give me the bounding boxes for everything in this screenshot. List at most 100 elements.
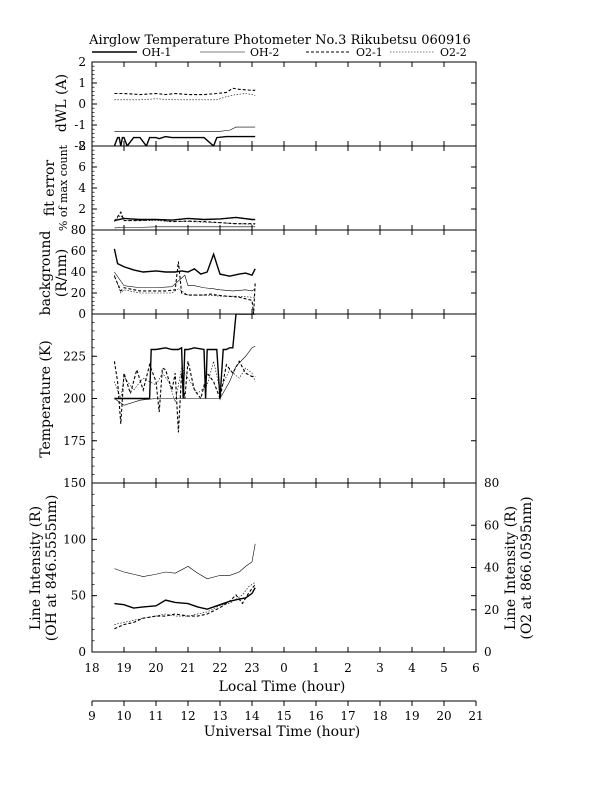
dwl-ytick-label: -1 [74, 118, 86, 132]
local-time-tick-label: 6 [472, 661, 480, 675]
temperature-series-o2-1 [113, 360, 256, 433]
fit_error-frame [91, 145, 477, 231]
background-ytick-label: 20 [71, 286, 86, 300]
ut-tick-label: 10 [116, 709, 131, 723]
dwl-ytick-label: 0 [78, 97, 86, 111]
intensity-series-o2-2 [114, 582, 256, 625]
dwl-panel: -2 -1 0 1 2 [74, 55, 477, 153]
background-series-oh-2 [114, 271, 256, 292]
local-time-tick-label: 23 [244, 661, 259, 675]
background-series-o2-1 [113, 261, 256, 314]
legend-label-o2-1: O2-1 [356, 46, 383, 59]
legend-label-oh-2: OH-2 [250, 46, 279, 59]
local-time-tick-label: 19 [116, 661, 131, 675]
ut-tick-label: 9 [88, 709, 96, 723]
intensity-panel: 0 50 100 150 0 20 40 60 80 [63, 476, 499, 659]
intensity-ytick-label: 100 [63, 532, 86, 546]
background-ytick-label: 60 [71, 244, 86, 258]
fit_error-series-o2-2 [114, 214, 256, 225]
background-ytick-label: 0 [78, 307, 86, 321]
intensity-left-ylabel-2: (OH at 846.5555nm) [44, 495, 60, 642]
local-time-tick-label: 0 [280, 661, 288, 675]
temperature-series-o2-2 [114, 361, 256, 402]
ut-tick-label: 16 [308, 709, 323, 723]
intensity-y2tick-label: 40 [484, 561, 499, 575]
local-time-tick-label: 20 [148, 661, 163, 675]
ut-tick-label: 13 [212, 709, 227, 723]
temperature-ytick-label: 175 [63, 434, 86, 448]
legend-label-oh-1: OH-1 [142, 46, 171, 59]
dwl-series-o2-2 [114, 93, 256, 101]
ut-tick-label: 12 [180, 709, 195, 723]
local-time-tick-label: 22 [212, 661, 227, 675]
local-time-tick-label: 21 [180, 661, 195, 675]
background-ylabel-1: background [38, 231, 54, 316]
ut-tick-label: 17 [340, 709, 355, 723]
ut-tick-label: 19 [404, 709, 419, 723]
local-time-tick-label: 3 [376, 661, 384, 675]
fit-error-ylabel-2: % of max count [57, 144, 70, 231]
ut-tick-label: 18 [372, 709, 387, 723]
dwl-series-oh-1 [113, 135, 256, 146]
background-ytick-label: 80 [71, 223, 86, 237]
temperature-ylabel: Temperature (K) [38, 340, 54, 458]
background-ylabel-2: (R/nm) [54, 249, 70, 297]
background-panel: 0 20 40 60 80 [71, 223, 477, 321]
axis-labels: dWL (A) fit error % of max count backgro… [28, 74, 535, 740]
legend: OH-1 OH-2 O2-1 O2-2 [92, 46, 467, 59]
dwl-series-oh-2 [114, 126, 256, 132]
temperature-series-oh-2 [114, 345, 256, 406]
intensity-y2tick-label: 0 [484, 645, 492, 659]
universal-time-label: Universal Time (hour) [204, 724, 361, 740]
plot-panels: -2-1012024680204060801752002250501001500… [63, 55, 499, 659]
background-series-oh-1 [113, 248, 256, 277]
intensity-y2tick-label: 60 [484, 518, 499, 532]
fit-error-ylabel-1: fit error [42, 160, 58, 217]
background-series-o2-2 [114, 275, 256, 298]
local-time-tick-label: 5 [440, 661, 448, 675]
dwl-series-o2-1 [114, 87, 256, 96]
dwl-ylabel: dWL (A) [54, 74, 70, 132]
fit_error-ytick-label: 2 [78, 202, 86, 216]
intensity-y2tick-label: 80 [484, 476, 499, 490]
intensity-right-ylabel-1: Line Intensity (R) [503, 506, 519, 630]
dwl-frame [91, 61, 477, 147]
ut-tick-label: 21 [468, 709, 483, 723]
intensity-series-oh-1 [114, 587, 256, 610]
ut-tick-label: 20 [436, 709, 451, 723]
intensity-ytick-label: 0 [78, 645, 86, 659]
intensity-ytick-label: 150 [63, 476, 86, 490]
intensity-right-ylabel-2: (O2 at 866.0595nm) [519, 496, 535, 639]
intensity-y2tick-label: 20 [484, 603, 499, 617]
fit_error-series-oh-2 [114, 226, 256, 229]
local-time-tick-label: 1 [312, 661, 320, 675]
time-axes: 18 19 20 21 22 23 0 1 2 3 4 5 69 10 11 12 13 14 15 16 17 18 19… [84, 661, 483, 723]
intensity-left-ylabel-1: Line Intensity (R) [28, 506, 44, 630]
intensity-series-o2-1 [114, 584, 256, 630]
fit_error-panel: 0 2 4 6 8 [78, 139, 477, 237]
temperature-series-oh-1 [114, 314, 256, 400]
legend-label-o2-2: O2-2 [440, 46, 467, 59]
fit_error-series-oh-1 [114, 216, 256, 222]
ut-tick-label: 11 [148, 709, 163, 723]
ut-tick-label: 15 [276, 709, 291, 723]
local-time-tick-label: 18 [84, 661, 99, 675]
temperature-ytick-label: 200 [63, 392, 86, 406]
dwl-ytick-label: 2 [78, 55, 86, 69]
fit_error-ytick-label: 0 [78, 223, 86, 237]
local-time-tick-label: 2 [344, 661, 352, 675]
chart-title: Airglow Temperature Photometer No.3 Riku… [88, 33, 471, 48]
dwl-ytick-label: -2 [74, 139, 86, 153]
intensity-ytick-label: 50 [71, 589, 86, 603]
fit_error-ytick-label: 6 [78, 160, 86, 174]
intensity-frame [91, 482, 477, 653]
fit_error-ytick-label: 4 [78, 181, 86, 195]
local-time-tick-label: 4 [408, 661, 416, 675]
temperature-ytick-label: 225 [63, 349, 86, 363]
dwl-ytick-label: 1 [78, 76, 86, 90]
fit_error-ytick-label: 8 [78, 139, 86, 153]
intensity-series-oh-2 [114, 543, 256, 580]
temperature-panel: 175 200 225 [63, 313, 477, 484]
background-ytick-label: 40 [71, 265, 86, 279]
